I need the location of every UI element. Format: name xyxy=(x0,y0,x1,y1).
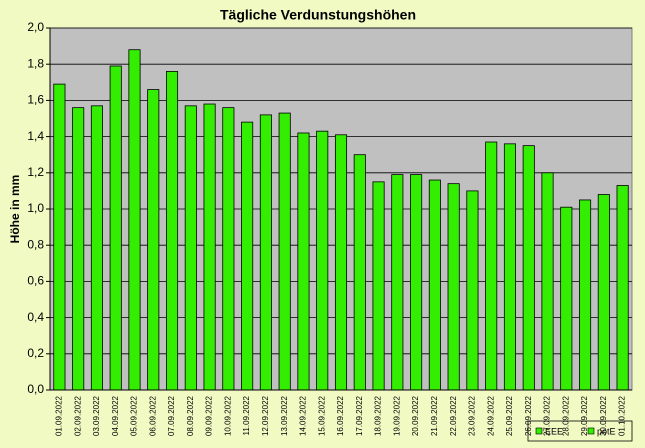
x-tick-label: 07.09.2022 xyxy=(167,395,176,436)
legend-label: potE xyxy=(597,426,616,436)
bar xyxy=(466,190,479,391)
x-tick-label: 10.09.2022 xyxy=(223,395,232,436)
x-tick-label: 08.09.2022 xyxy=(186,395,195,436)
x-tick-label: 13.09.2022 xyxy=(280,395,289,436)
x-tick-label: 17.09.2022 xyxy=(355,395,364,436)
x-tick-label: 20.09.2022 xyxy=(411,395,420,436)
x-tick-label: 24.09.2022 xyxy=(486,395,495,436)
bar xyxy=(391,174,404,391)
bar xyxy=(278,112,291,391)
x-tick-label: 23.09.2022 xyxy=(468,395,477,436)
bar xyxy=(259,114,272,391)
bar xyxy=(72,107,85,391)
chart-title: Tägliche Verdunstungshöhen xyxy=(220,7,416,23)
x-tick-label: 19.09.2022 xyxy=(392,395,401,436)
bar xyxy=(53,83,66,391)
legend-swatch xyxy=(587,427,595,435)
bar xyxy=(222,107,235,391)
bar xyxy=(109,65,122,391)
y-tick-label: 1,2 xyxy=(27,165,44,179)
bar xyxy=(597,194,610,391)
bar xyxy=(372,181,385,391)
bar xyxy=(334,134,348,391)
bar xyxy=(90,105,103,391)
x-tick-label: 01.09.2022 xyxy=(54,395,63,436)
y-tick-label: 1,8 xyxy=(27,56,44,70)
y-tick-label: 0,6 xyxy=(27,274,44,288)
x-tick-label: 30.09.2022 xyxy=(599,395,608,436)
bar xyxy=(128,49,141,391)
x-tick-label: 27.09.2022 xyxy=(543,395,552,436)
x-tick-label: 15.09.2022 xyxy=(317,395,326,436)
legend-swatch xyxy=(535,427,543,435)
x-tick-label: 03.09.2022 xyxy=(92,395,101,436)
y-tick-label: 0,0 xyxy=(27,382,44,396)
bar xyxy=(485,141,498,391)
bar xyxy=(147,89,160,391)
x-tick-label: 14.09.2022 xyxy=(299,395,308,436)
bar xyxy=(522,145,535,391)
y-tick-label: 0,8 xyxy=(27,237,44,251)
x-tick-label: 16.09.2022 xyxy=(336,395,345,436)
legend-box xyxy=(527,420,633,442)
legend-label: EEE xyxy=(545,426,563,436)
bar xyxy=(316,130,329,391)
bar xyxy=(297,132,310,391)
bar xyxy=(541,172,554,391)
x-tick-label: 02.09.2022 xyxy=(73,395,82,436)
bar xyxy=(428,179,441,391)
x-tick-label: 26.09.2022 xyxy=(524,395,533,436)
x-tick-label: 05.09.2022 xyxy=(130,395,139,436)
bar xyxy=(165,71,179,391)
x-tick-label: 29.09.2022 xyxy=(580,395,589,436)
x-tick-label: 21.09.2022 xyxy=(430,395,439,436)
bar xyxy=(203,103,216,391)
x-tick-label: 04.09.2022 xyxy=(111,395,120,436)
bar xyxy=(616,185,629,391)
x-tick-label: 18.09.2022 xyxy=(374,395,383,436)
bar xyxy=(184,105,197,391)
y-tick-label: 1,4 xyxy=(27,129,44,143)
bar xyxy=(410,174,423,391)
bar xyxy=(503,143,516,391)
y-tick-label: 0,4 xyxy=(27,310,44,324)
y-tick-label: 0,2 xyxy=(27,346,44,360)
x-tick-label: 06.09.2022 xyxy=(148,395,157,436)
x-tick-label: 12.09.2022 xyxy=(261,395,270,436)
bar xyxy=(579,199,592,391)
bar xyxy=(447,183,460,391)
x-tick-label: 01.10.2022 xyxy=(618,395,627,436)
x-tick-label: 09.09.2022 xyxy=(205,395,214,436)
x-tick-label: 28.09.2022 xyxy=(561,395,570,436)
y-tick-label: 2,0 xyxy=(27,20,44,34)
y-axis-label: Höhe in mm xyxy=(8,175,22,244)
y-tick-label: 1,6 xyxy=(27,93,44,107)
bar xyxy=(353,154,366,391)
x-tick-label: 25.09.2022 xyxy=(505,395,514,436)
y-tick-label: 1,0 xyxy=(27,201,44,215)
bar xyxy=(560,206,573,391)
x-tick-label: 11.09.2022 xyxy=(242,395,251,435)
x-tick-label: 22.09.2022 xyxy=(449,395,458,436)
bar xyxy=(241,121,254,391)
